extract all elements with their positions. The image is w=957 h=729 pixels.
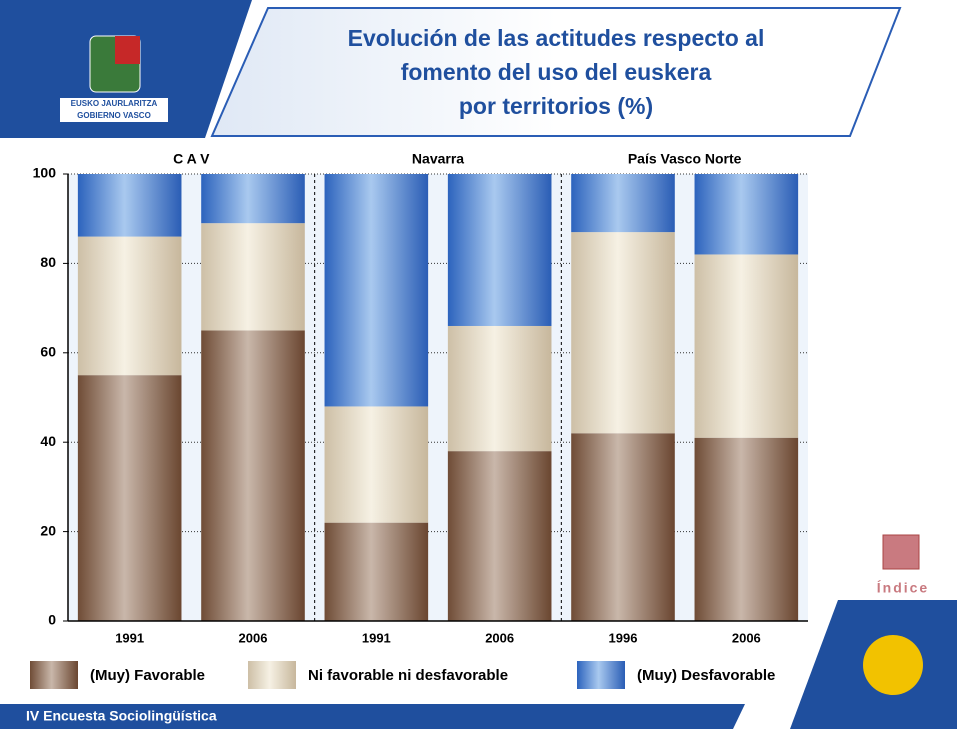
bar-segment — [201, 223, 305, 331]
x-tick-label: 1991 — [115, 630, 144, 645]
legend-swatch — [30, 661, 78, 689]
bar-segment — [201, 174, 305, 224]
x-tick-label: 2006 — [485, 630, 514, 645]
y-tick-label: 20 — [40, 522, 56, 538]
bar-segment — [571, 232, 675, 434]
bar-segment — [694, 174, 799, 255]
footer-band — [0, 704, 745, 729]
bar-segment — [201, 330, 305, 621]
bar-segment — [447, 325, 552, 452]
bar-segment — [694, 254, 799, 438]
legend-label: (Muy) Desfavorable — [637, 667, 775, 684]
legend-label: (Muy) Favorable — [90, 667, 205, 684]
bar-segment — [77, 375, 182, 621]
bar-segment — [324, 174, 429, 407]
index-label[interactable]: Índice — [877, 580, 929, 596]
logo-plate — [60, 98, 168, 122]
logo-text: GOBIERNO VASCO — [77, 111, 151, 120]
x-tick-label: 2006 — [732, 630, 761, 645]
bar-segment — [447, 174, 552, 326]
footer-text: IV Encuesta Sociolingüística — [26, 708, 217, 724]
x-tick-label: 2006 — [239, 630, 268, 645]
title-frame — [210, 7, 902, 137]
y-tick-label: 80 — [40, 254, 56, 270]
bar-segment — [77, 236, 182, 376]
chart-title: Evolución de las actitudes respecto al fo… — [348, 25, 765, 119]
bar-segment — [571, 433, 675, 621]
group-label: País Vasco Norte — [628, 151, 742, 167]
group-label: C A V — [173, 151, 210, 167]
index-icon[interactable] — [882, 534, 920, 570]
logo-shield-part — [115, 36, 140, 64]
x-tick-label: 1991 — [362, 630, 391, 645]
bar-segment — [447, 451, 552, 621]
group-label: Navarra — [412, 151, 464, 167]
legend-swatch — [577, 661, 625, 689]
y-tick-label: 0 — [48, 612, 56, 628]
y-tick-label: 100 — [33, 165, 57, 181]
bar-segment — [571, 174, 675, 233]
y-tick-label: 40 — [40, 433, 56, 449]
legend-label: Ni favorable ni desfavorable — [308, 667, 508, 684]
bar-segment — [324, 406, 429, 523]
bar-segment — [694, 437, 799, 621]
bar-segment — [77, 174, 182, 237]
mascot — [863, 635, 923, 695]
y-tick-label: 60 — [40, 344, 56, 360]
bar-segment — [324, 522, 429, 621]
legend-swatch — [248, 661, 296, 689]
logo-text: EUSKO JAURLARITZA — [71, 99, 158, 108]
x-tick-label: 1996 — [609, 630, 638, 645]
plot-area — [68, 174, 808, 621]
